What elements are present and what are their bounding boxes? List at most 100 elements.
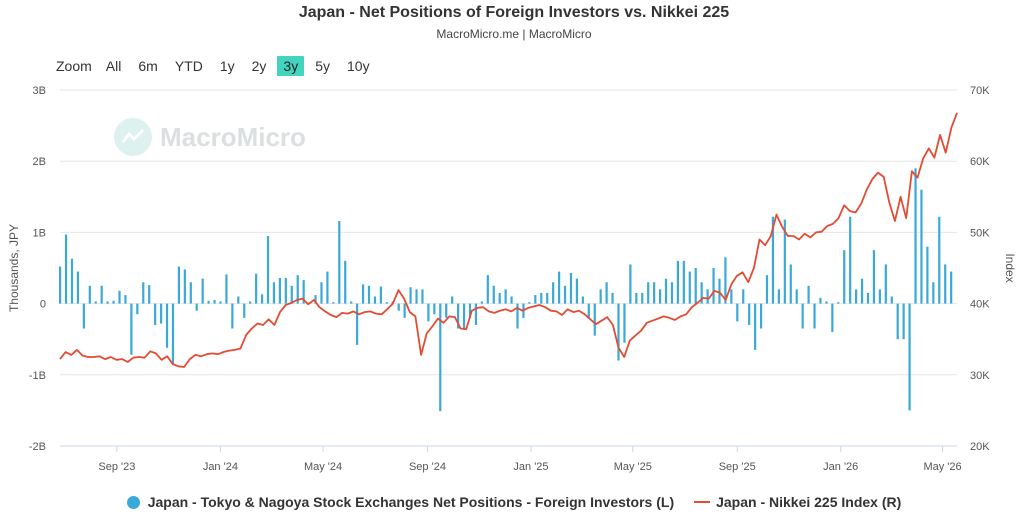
bar	[249, 301, 252, 304]
bar	[617, 303, 620, 361]
bar	[849, 216, 852, 304]
bar	[748, 303, 751, 325]
bar	[350, 301, 353, 304]
bar	[807, 285, 810, 304]
zoom-3y-button[interactable]: 3y	[277, 56, 305, 76]
bar	[890, 296, 893, 304]
legend-label-nikkei: Japan - Nikkei 225 Index (R)	[716, 494, 902, 510]
bar	[938, 216, 941, 304]
zoom-all-button[interactable]: All	[105, 58, 122, 74]
x-axis-tick-label: Sep '25	[719, 461, 756, 473]
bar	[932, 282, 935, 304]
bar	[409, 287, 412, 304]
right-axis-tick-label: 20K	[970, 441, 990, 453]
bar	[201, 278, 204, 304]
bar	[260, 294, 264, 304]
watermark-logo-icon	[114, 118, 152, 156]
bar	[302, 280, 305, 304]
bar	[320, 282, 323, 304]
bar	[623, 303, 626, 343]
bar	[171, 303, 175, 365]
zoom-1y-button[interactable]: 1y	[219, 58, 235, 74]
bar	[421, 289, 424, 304]
watermark-text: MacroMicro	[160, 121, 306, 152]
bar	[635, 292, 638, 304]
bar	[462, 303, 466, 329]
bar	[94, 301, 97, 304]
bar	[379, 286, 382, 304]
zoom-ytd-button[interactable]: YTD	[174, 58, 203, 74]
bar	[296, 275, 299, 304]
bar	[914, 168, 917, 304]
bar	[427, 303, 430, 322]
bar	[106, 301, 109, 304]
bar	[468, 303, 472, 318]
bar	[136, 303, 139, 315]
x-axis-tick-label: Sep '24	[409, 461, 446, 473]
left-axis-tick-label: 2B	[33, 156, 46, 168]
left-axis-tick-label: 0	[40, 299, 46, 311]
bar	[492, 285, 495, 304]
bar	[706, 289, 709, 304]
right-axis-tick-label: 50K	[970, 227, 990, 239]
bar	[587, 303, 590, 318]
bar	[118, 290, 121, 304]
bar	[195, 303, 198, 311]
bar	[825, 301, 828, 304]
bar	[789, 264, 792, 304]
legend-item-net-positions[interactable]: Japan - Tokyo & Nagoya Stock Exchanges N…	[126, 494, 675, 510]
zoom-label: Zoom	[56, 58, 92, 74]
zoom-5y-button[interactable]: 5y	[315, 58, 330, 74]
bar	[70, 258, 74, 304]
watermark: MacroMicro	[114, 118, 306, 156]
right-axis-tick-label: 40K	[970, 299, 990, 311]
bar	[759, 303, 763, 329]
nikkei-line	[59, 112, 958, 368]
bar	[546, 292, 549, 304]
bar	[736, 303, 739, 322]
bar	[742, 289, 745, 304]
bar	[896, 303, 899, 340]
bar	[124, 295, 127, 304]
bar	[130, 303, 133, 355]
bar	[563, 285, 567, 304]
bar	[581, 296, 584, 304]
bar	[361, 284, 365, 304]
bar	[457, 303, 460, 329]
bar	[872, 250, 876, 304]
zoom-10y-button[interactable]: 10y	[347, 58, 370, 74]
bar	[718, 278, 721, 304]
bar	[641, 292, 644, 304]
bar	[866, 292, 870, 304]
bar	[557, 271, 561, 304]
bar	[694, 268, 697, 304]
left-axis-tick-label: 3B	[33, 85, 46, 97]
bar	[159, 303, 163, 324]
zoom-2y-button[interactable]: 2y	[251, 58, 267, 74]
bar	[647, 282, 650, 304]
zoom-bar: Zoom All 6m YTD 1y 2y 3y 5y 10y	[56, 56, 381, 76]
bar	[142, 282, 145, 304]
bar	[445, 303, 448, 318]
bar	[433, 303, 436, 315]
right-axis-tick-label: 30K	[970, 370, 990, 382]
bar	[498, 292, 501, 304]
bar	[688, 271, 691, 304]
legend-item-nikkei[interactable]: Japan - Nikkei 225 Index (R)	[694, 494, 901, 510]
zoom-6m-button[interactable]: 6m	[138, 58, 158, 74]
bar	[284, 277, 287, 304]
bar	[926, 246, 929, 304]
bar	[801, 303, 804, 329]
bar	[148, 285, 151, 304]
bar	[528, 302, 531, 304]
bar	[154, 303, 157, 325]
bar	[59, 266, 62, 304]
bar	[272, 282, 276, 304]
bar	[397, 303, 400, 311]
bar	[884, 264, 887, 304]
legend-label-net-positions: Japan - Tokyo & Nagoya Stock Exchanges N…	[147, 494, 675, 510]
bar	[88, 285, 91, 304]
left-axis-tick-label: -1B	[29, 370, 46, 382]
bar	[783, 219, 786, 304]
bar	[765, 275, 769, 304]
